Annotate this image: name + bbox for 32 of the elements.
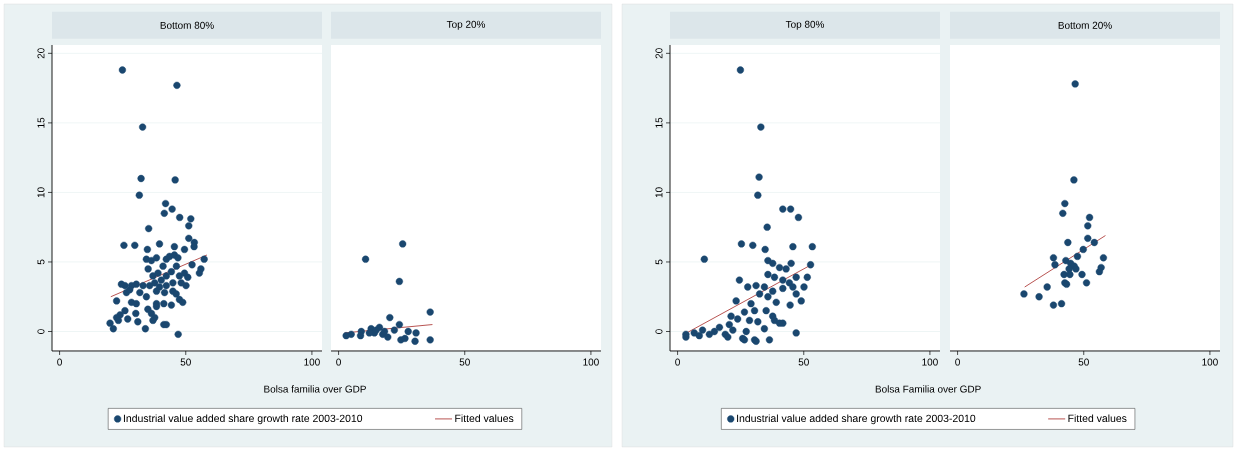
x-tick-label: 0 (955, 358, 960, 366)
chart-title: Bottom 80% (160, 21, 214, 29)
y-tick-label: 10 (37, 187, 45, 198)
chart-title: Top 80% (785, 20, 825, 30)
x-tick-label: 100 (1202, 358, 1218, 366)
y-tick-label: 15 (37, 117, 45, 128)
x-axis-title: Bolsa familia over GDP (264, 385, 366, 393)
x-tick-label: 50 (1078, 358, 1089, 366)
x-tick-label: 100 (304, 358, 320, 366)
x-tick-label: 100 (583, 358, 599, 366)
x-axis-title: Bolsa Familia over GDP (875, 385, 981, 393)
y-tick-label: 5 (655, 259, 663, 265)
y-tick-label: 20 (655, 48, 663, 59)
legend-label: Fitted values (1068, 414, 1127, 423)
x-tick-label: 0 (675, 358, 680, 366)
chart-title: Top 20% (446, 20, 486, 30)
x-tick-label: 50 (459, 358, 470, 366)
y-tick-label: 10 (655, 187, 663, 198)
legend-label: Industrial value added share growth rate 2003-2010 (123, 414, 363, 425)
y-tick-label: 15 (655, 117, 663, 128)
legend-label: Industrial value added share growth rate 2003-2010 (737, 414, 976, 425)
x-tick-label: 50 (798, 358, 809, 366)
y-tick-label: 20 (37, 48, 45, 59)
x-tick-label: 50 (180, 358, 191, 366)
y-tick-label: 0 (655, 329, 663, 334)
chart-title: Bottom 20% (1058, 21, 1112, 29)
y-tick-label: 0 (37, 329, 45, 334)
legend-label: Fitted values (455, 414, 514, 423)
x-tick-label: 100 (922, 358, 938, 366)
x-tick-label: 0 (57, 358, 62, 366)
x-tick-label: 0 (336, 358, 341, 366)
y-tick-label: 5 (37, 259, 45, 265)
